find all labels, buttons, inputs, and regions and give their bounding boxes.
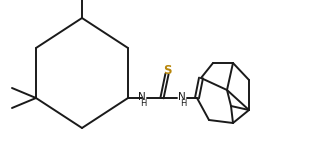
Text: H: H [140,99,146,109]
Text: H: H [180,99,186,109]
Text: S: S [163,64,171,76]
Text: N: N [138,92,146,102]
Text: N: N [178,92,186,102]
